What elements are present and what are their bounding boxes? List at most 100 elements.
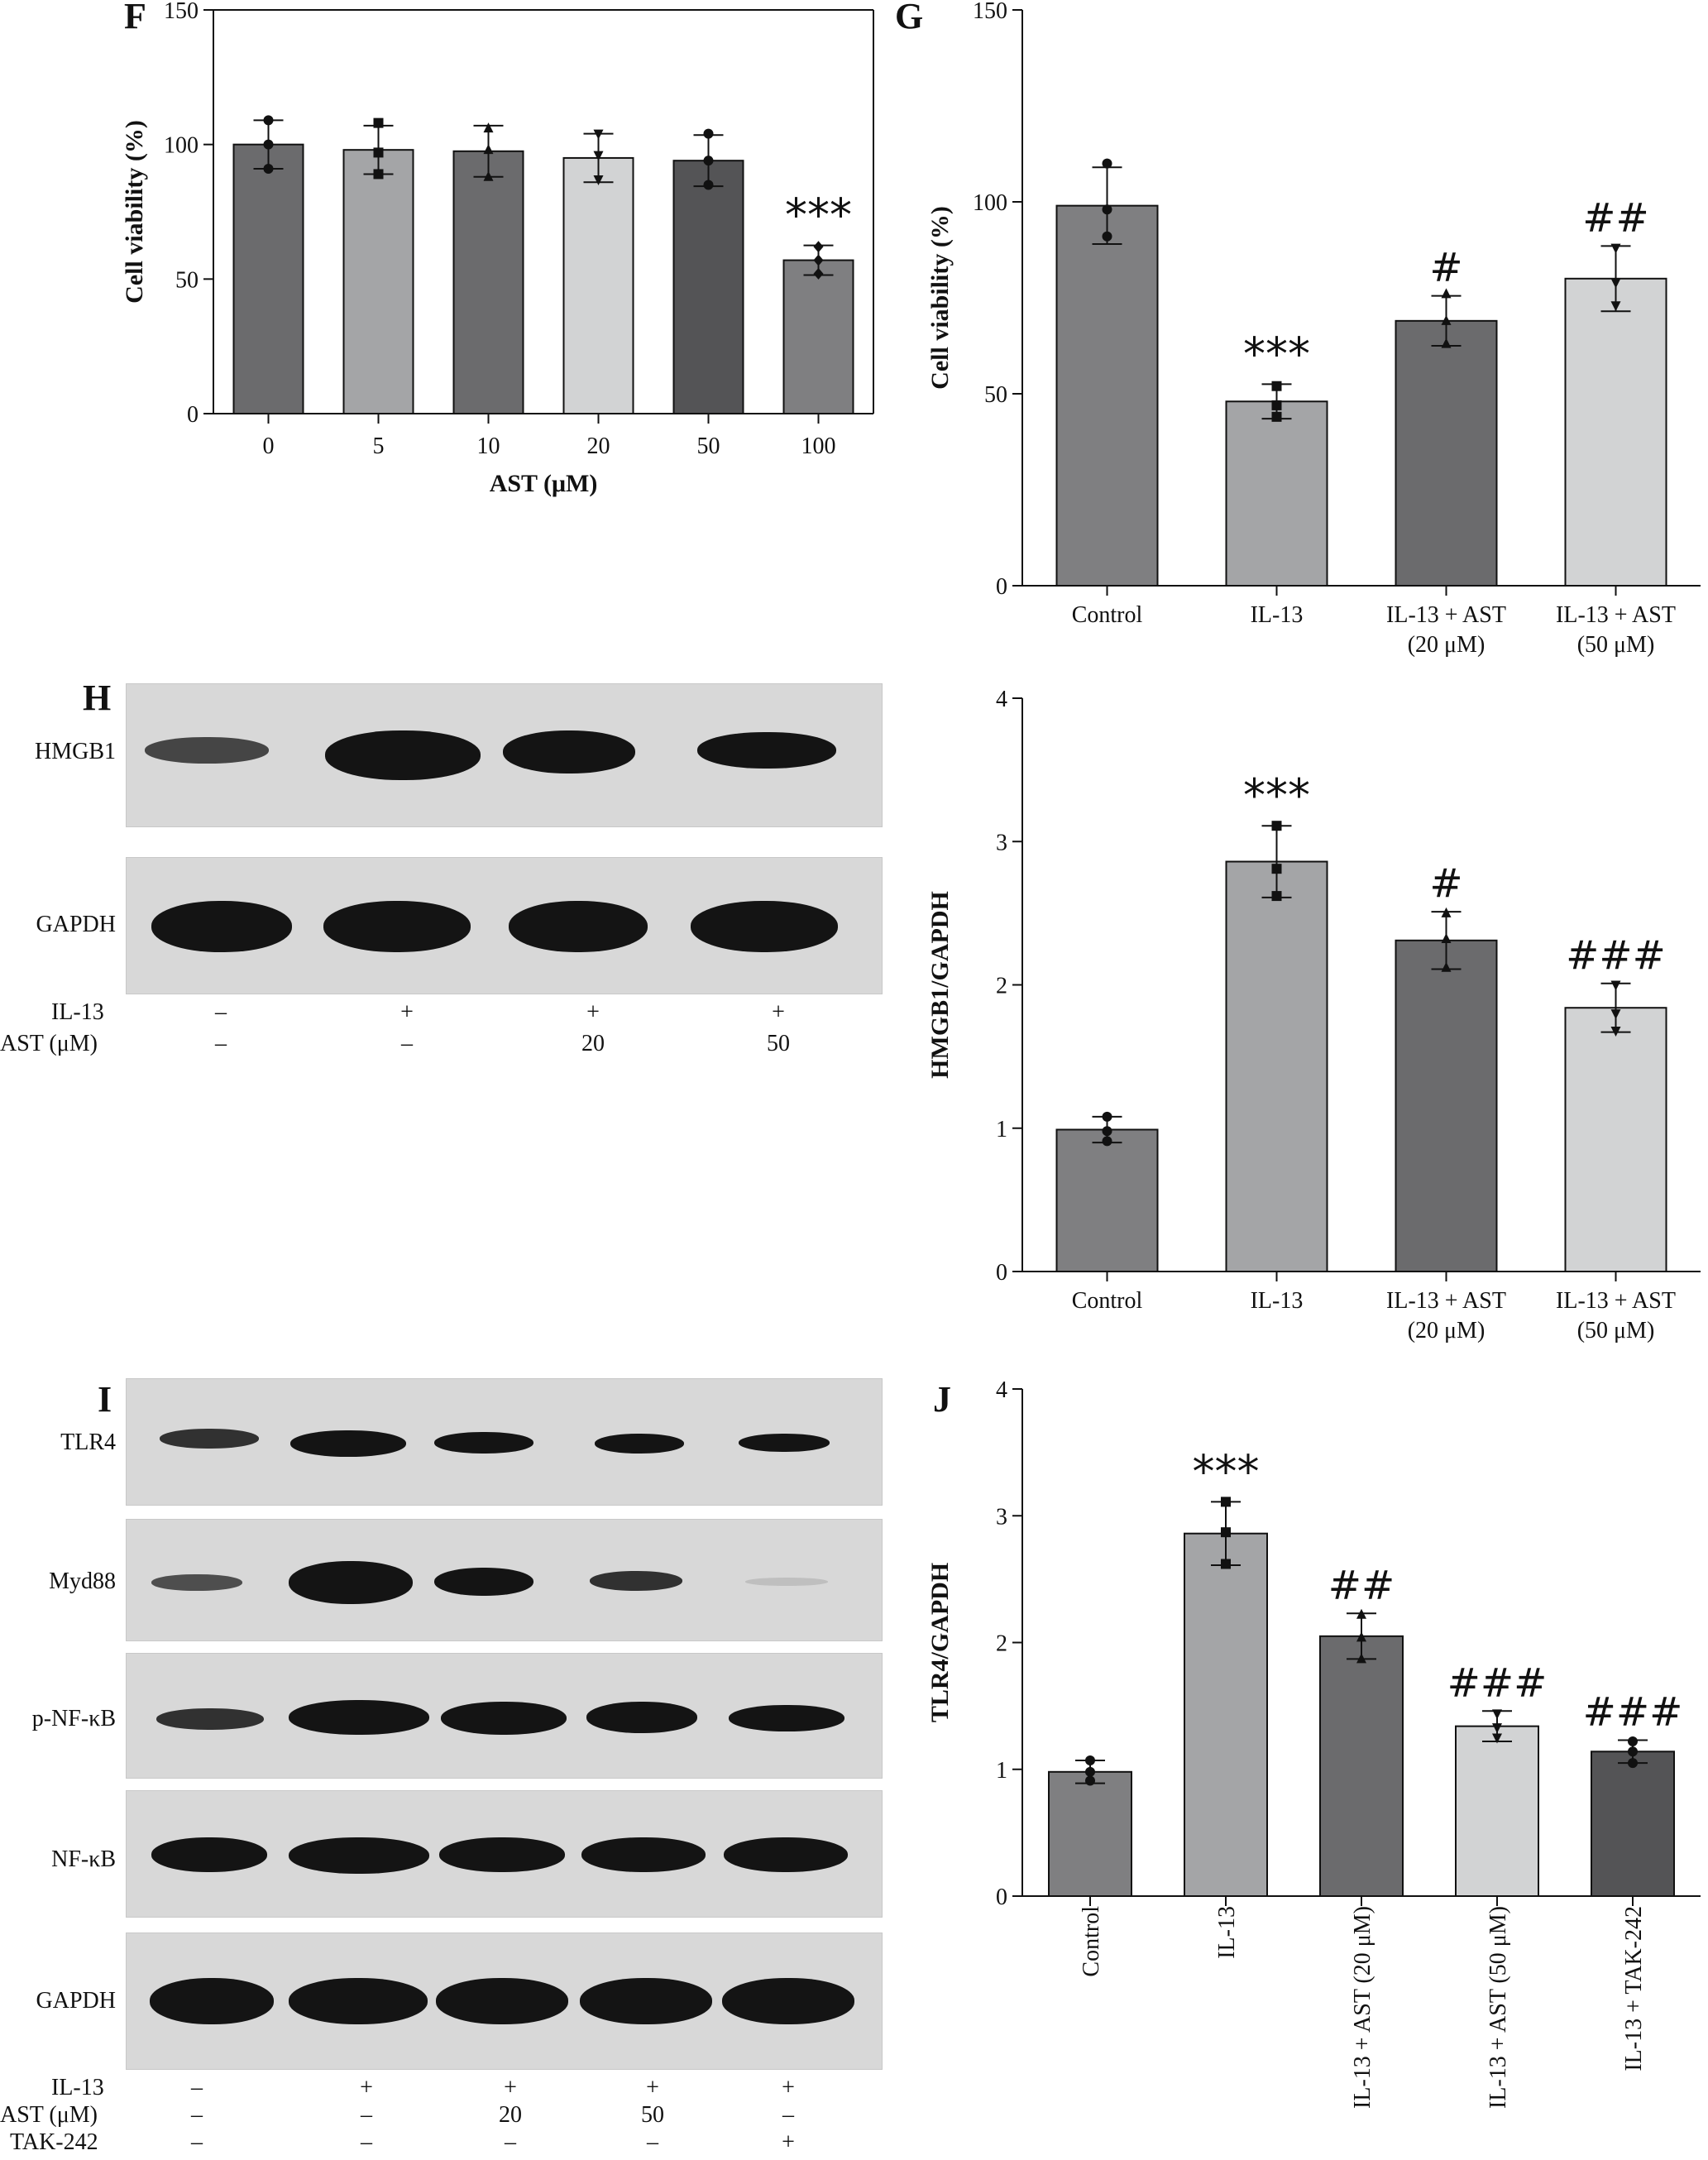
x-tick-label: 20	[587, 433, 610, 459]
data-point	[1441, 907, 1452, 917]
data-point	[1492, 1709, 1502, 1720]
blot-strip-nfkb	[126, 1790, 883, 1918]
y-tick-label: 100	[164, 133, 199, 159]
bar	[1395, 939, 1498, 1272]
band	[289, 1978, 428, 2024]
y-axis-title: HMGB1/GAPDH	[926, 891, 954, 1079]
x-tick-label: IL-13 + AST	[1386, 1288, 1506, 1314]
blot-label-tlr4: TLR4	[60, 1430, 116, 1455]
condition-cell: –	[215, 999, 227, 1025]
x-tick-label: Control	[1072, 602, 1143, 628]
band	[697, 732, 836, 769]
panel-letter-i: I	[98, 1379, 112, 1420]
data-point	[483, 122, 494, 133]
significance-label: ###	[1566, 932, 1666, 979]
data-point	[1610, 278, 1621, 289]
condition-cell: –	[401, 1031, 413, 1056]
blot-label-nfkb: NF-κB	[51, 1846, 116, 1872]
data-point	[1221, 1559, 1231, 1569]
bar	[1564, 1007, 1667, 1272]
x-tick-label: 50	[697, 433, 720, 459]
condition-cell: +	[646, 2075, 659, 2100]
bar	[452, 150, 524, 415]
data-point	[1356, 1631, 1366, 1642]
band	[325, 730, 481, 780]
data-point	[703, 180, 714, 190]
x-tick-label: IL-13 + TAK-242	[1621, 1906, 1647, 2071]
panel-letter-g: G	[895, 0, 924, 36]
data-point	[813, 241, 824, 253]
data-point	[263, 139, 274, 150]
condition-cell: –	[361, 2129, 372, 2155]
condition-cell: +	[360, 2075, 373, 2100]
band	[441, 1702, 567, 1735]
x-tick-label: 5	[373, 433, 385, 459]
blot-label-gapdh: GAPDH	[36, 1988, 116, 2014]
bar	[1319, 1635, 1404, 1898]
condition-cell: +	[772, 999, 785, 1025]
x-tick-label: (50 μM)	[1577, 632, 1655, 658]
data-point	[1271, 864, 1282, 874]
y-tick-label: 3	[996, 830, 1007, 855]
x-tick-label: IL-13 + AST (20 μM)	[1350, 1906, 1375, 2109]
x-tick-label: 0	[263, 433, 275, 459]
condition-label-tak242: TAK-242	[10, 2129, 98, 2155]
data-point	[593, 151, 604, 161]
x-tick-label: (20 μM)	[1408, 632, 1486, 658]
y-tick-label: 4	[996, 1377, 1007, 1403]
y-axis-title: Cell viability (%)	[121, 120, 148, 304]
band	[151, 901, 292, 952]
bar	[232, 143, 304, 415]
x-tick-label: (20 μM)	[1408, 1318, 1486, 1343]
data-point	[1102, 1111, 1112, 1122]
condition-label-il13: IL-13	[51, 999, 104, 1025]
y-tick-label: 2	[996, 974, 1007, 999]
data-point	[1610, 980, 1621, 991]
x-tick-label: 100	[801, 433, 836, 459]
bar	[1055, 204, 1159, 587]
band	[581, 1837, 706, 1872]
data-point	[1610, 1009, 1621, 1020]
x-tick-label: IL-13 + AST	[1556, 1288, 1676, 1314]
condition-cell: –	[505, 2129, 516, 2155]
y-tick-label: 150	[973, 0, 1007, 24]
data-point	[1492, 1723, 1502, 1734]
panel-letter-f: F	[124, 0, 146, 36]
blot-strip-gapdh	[126, 857, 883, 994]
data-point	[1441, 933, 1452, 944]
data-point	[373, 117, 384, 128]
data-point	[1102, 1136, 1112, 1147]
condition-cell: –	[361, 2102, 372, 2128]
y-tick-label: 0	[996, 1260, 1007, 1286]
data-point	[703, 128, 714, 139]
bar	[562, 156, 634, 415]
band	[729, 1705, 844, 1731]
band	[156, 1708, 264, 1730]
blot-strip-p-nfkb	[126, 1653, 883, 1779]
data-point	[1085, 1766, 1095, 1777]
blot-label-hmgb1: HMGB1	[34, 739, 116, 764]
data-point	[1085, 1755, 1095, 1766]
band	[160, 1429, 259, 1449]
y-tick-label: 0	[187, 402, 199, 428]
x-tick-label: (50 μM)	[1577, 1318, 1655, 1343]
bar	[1184, 1532, 1268, 1897]
data-point	[373, 147, 384, 158]
significance-label: ***	[1243, 769, 1310, 821]
blot-label-p-nfkb: p-NF-κB	[31, 1706, 116, 1731]
condition-cell: –	[191, 2102, 203, 2128]
data-point	[373, 169, 384, 180]
bar	[1048, 1770, 1132, 1897]
data-point	[1221, 1497, 1231, 1507]
band	[586, 1702, 697, 1733]
data-point	[1610, 243, 1621, 254]
condition-cell: +	[504, 2075, 517, 2100]
band	[595, 1434, 684, 1454]
data-point	[1441, 314, 1452, 325]
data-point	[1271, 891, 1282, 902]
data-point	[1628, 1736, 1638, 1747]
data-point	[813, 254, 824, 266]
y-tick-label: 50	[984, 382, 1007, 408]
band	[289, 1700, 429, 1735]
y-tick-label: 100	[973, 190, 1007, 216]
